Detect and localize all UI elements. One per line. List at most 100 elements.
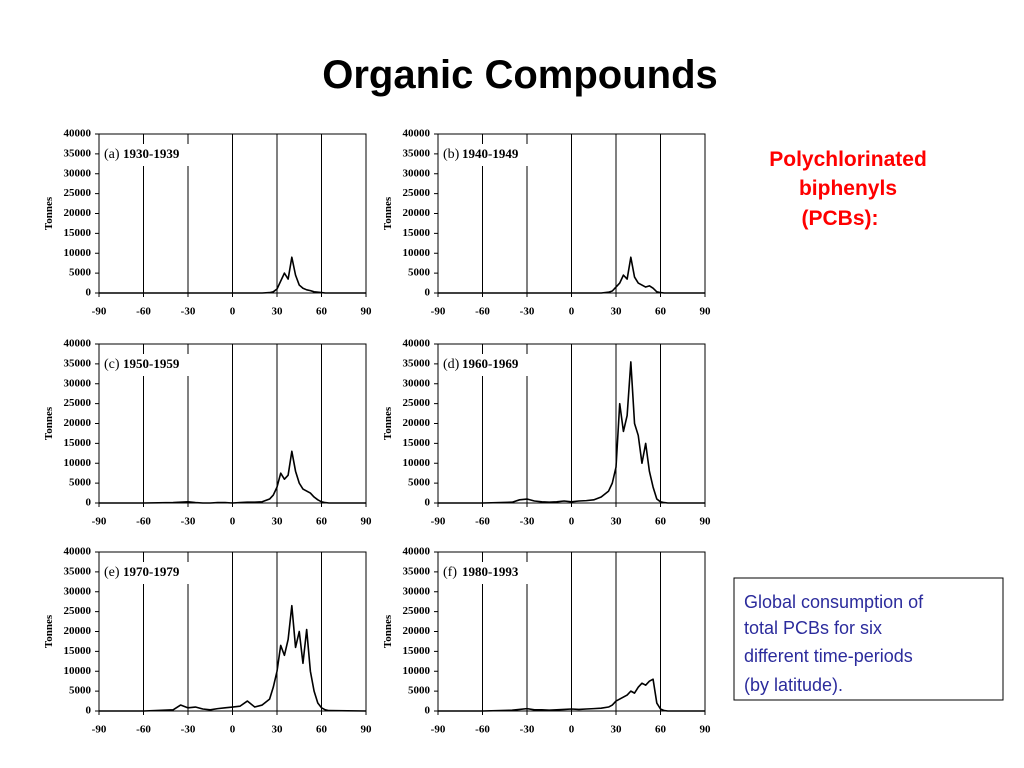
data-line (99, 256, 366, 294)
y-tick-label: 5000 (408, 267, 431, 279)
x-tick-label: 0 (569, 306, 575, 318)
y-tick-label: 35000 (403, 147, 431, 159)
y-tick-label: 5000 (69, 477, 92, 489)
x-tick-label: 0 (230, 516, 236, 528)
y-tick-label: 20000 (64, 207, 92, 219)
x-tick-label: 30 (272, 306, 284, 318)
slide-title: Organic Compounds (322, 53, 718, 97)
y-tick-label: 0 (86, 497, 92, 509)
y-tick-label: 40000 (64, 338, 92, 350)
x-tick-label: 0 (569, 724, 575, 736)
y-tick-label: 10000 (64, 665, 92, 677)
y-tick-label: 15000 (403, 227, 431, 239)
y-tick-label: 10000 (403, 665, 431, 677)
data-line (438, 361, 705, 504)
x-tick-label: -30 (181, 306, 196, 318)
y-tick-label: 0 (425, 287, 431, 299)
panel-period: 1960-1969 (462, 356, 519, 371)
y-tick-label: 35000 (403, 357, 431, 369)
x-tick-label: -60 (475, 724, 490, 736)
x-tick-label: -60 (136, 724, 151, 736)
y-tick-label: 5000 (69, 685, 92, 697)
y-axis-label: Tonnes (382, 614, 394, 648)
y-tick-label: 30000 (403, 585, 431, 597)
x-tick-label: -90 (92, 516, 107, 528)
x-tick-label: -30 (520, 516, 535, 528)
caption-line: Global consumption of (744, 592, 924, 612)
y-tick-label: 20000 (64, 625, 92, 637)
x-tick-label: 90 (361, 306, 373, 318)
panel-label: (a) (104, 147, 120, 162)
panel-period: 1970-1979 (123, 564, 180, 579)
x-tick-label: 60 (316, 516, 328, 528)
x-tick-label: -60 (475, 516, 490, 528)
y-axis-label: Tonnes (382, 406, 394, 440)
y-axis-label: Tonnes (43, 196, 55, 230)
y-tick-label: 20000 (403, 207, 431, 219)
y-axis-label: Tonnes (43, 614, 55, 648)
y-tick-label: 20000 (403, 625, 431, 637)
y-axis-label: Tonnes (43, 406, 55, 440)
panel-label-bg (441, 354, 533, 376)
y-tick-label: 0 (425, 705, 431, 717)
x-tick-label: 60 (655, 516, 667, 528)
x-tick-label: 90 (700, 306, 712, 318)
y-tick-label: 25000 (403, 397, 431, 409)
panel-label: (f) (443, 565, 457, 580)
y-tick-label: 35000 (64, 357, 92, 369)
x-tick-label: -90 (431, 306, 446, 318)
panel-label: (c) (104, 357, 120, 372)
y-tick-label: 35000 (403, 565, 431, 577)
panel-label-bg (102, 562, 194, 584)
y-tick-label: 30000 (403, 377, 431, 389)
y-tick-label: 5000 (408, 477, 431, 489)
x-tick-label: -30 (181, 516, 196, 528)
panel-period: 1980-1993 (462, 564, 519, 579)
side-label-line: biphenyls (799, 177, 897, 200)
y-tick-label: 15000 (403, 645, 431, 657)
x-tick-label: -90 (92, 724, 107, 736)
y-tick-label: 15000 (64, 437, 92, 449)
y-tick-label: 20000 (64, 417, 92, 429)
x-tick-label: -60 (136, 306, 151, 318)
y-tick-label: 5000 (408, 685, 431, 697)
panel-period: 1940-1949 (462, 146, 519, 161)
y-tick-label: 15000 (403, 437, 431, 449)
y-tick-label: 40000 (403, 338, 431, 350)
y-tick-label: 35000 (64, 565, 92, 577)
side-label-line: Polychlorinated (769, 148, 927, 171)
caption: Global consumption of total PCBs for six… (744, 592, 924, 695)
y-tick-label: 40000 (64, 128, 92, 140)
panel-period: 1950-1959 (123, 356, 180, 371)
y-tick-label: 40000 (64, 546, 92, 558)
x-tick-label: 30 (272, 724, 284, 736)
y-tick-label: 30000 (403, 167, 431, 179)
x-tick-label: 60 (655, 306, 667, 318)
x-tick-label: 0 (569, 516, 575, 528)
caption-line: different time-periods (744, 646, 913, 666)
x-tick-label: 90 (700, 724, 712, 736)
x-tick-label: -90 (431, 516, 446, 528)
x-tick-label: 90 (361, 516, 373, 528)
data-line (438, 678, 705, 712)
y-tick-label: 5000 (69, 267, 92, 279)
panel-label-bg (441, 144, 533, 166)
x-tick-label: -30 (520, 306, 535, 318)
x-tick-label: 90 (700, 516, 712, 528)
y-tick-label: 40000 (403, 546, 431, 558)
y-tick-label: 25000 (64, 397, 92, 409)
x-tick-label: 60 (316, 724, 328, 736)
x-tick-label: 30 (611, 516, 623, 528)
data-line (438, 256, 705, 294)
y-tick-label: 10000 (64, 247, 92, 259)
y-tick-label: 20000 (403, 417, 431, 429)
x-tick-label: -30 (520, 724, 535, 736)
x-tick-label: -60 (136, 516, 151, 528)
x-tick-label: -30 (181, 724, 196, 736)
data-line (99, 604, 367, 712)
y-tick-label: 15000 (64, 227, 92, 239)
y-tick-label: 25000 (64, 187, 92, 199)
x-tick-label: 30 (611, 306, 623, 318)
x-tick-label: 60 (316, 306, 328, 318)
